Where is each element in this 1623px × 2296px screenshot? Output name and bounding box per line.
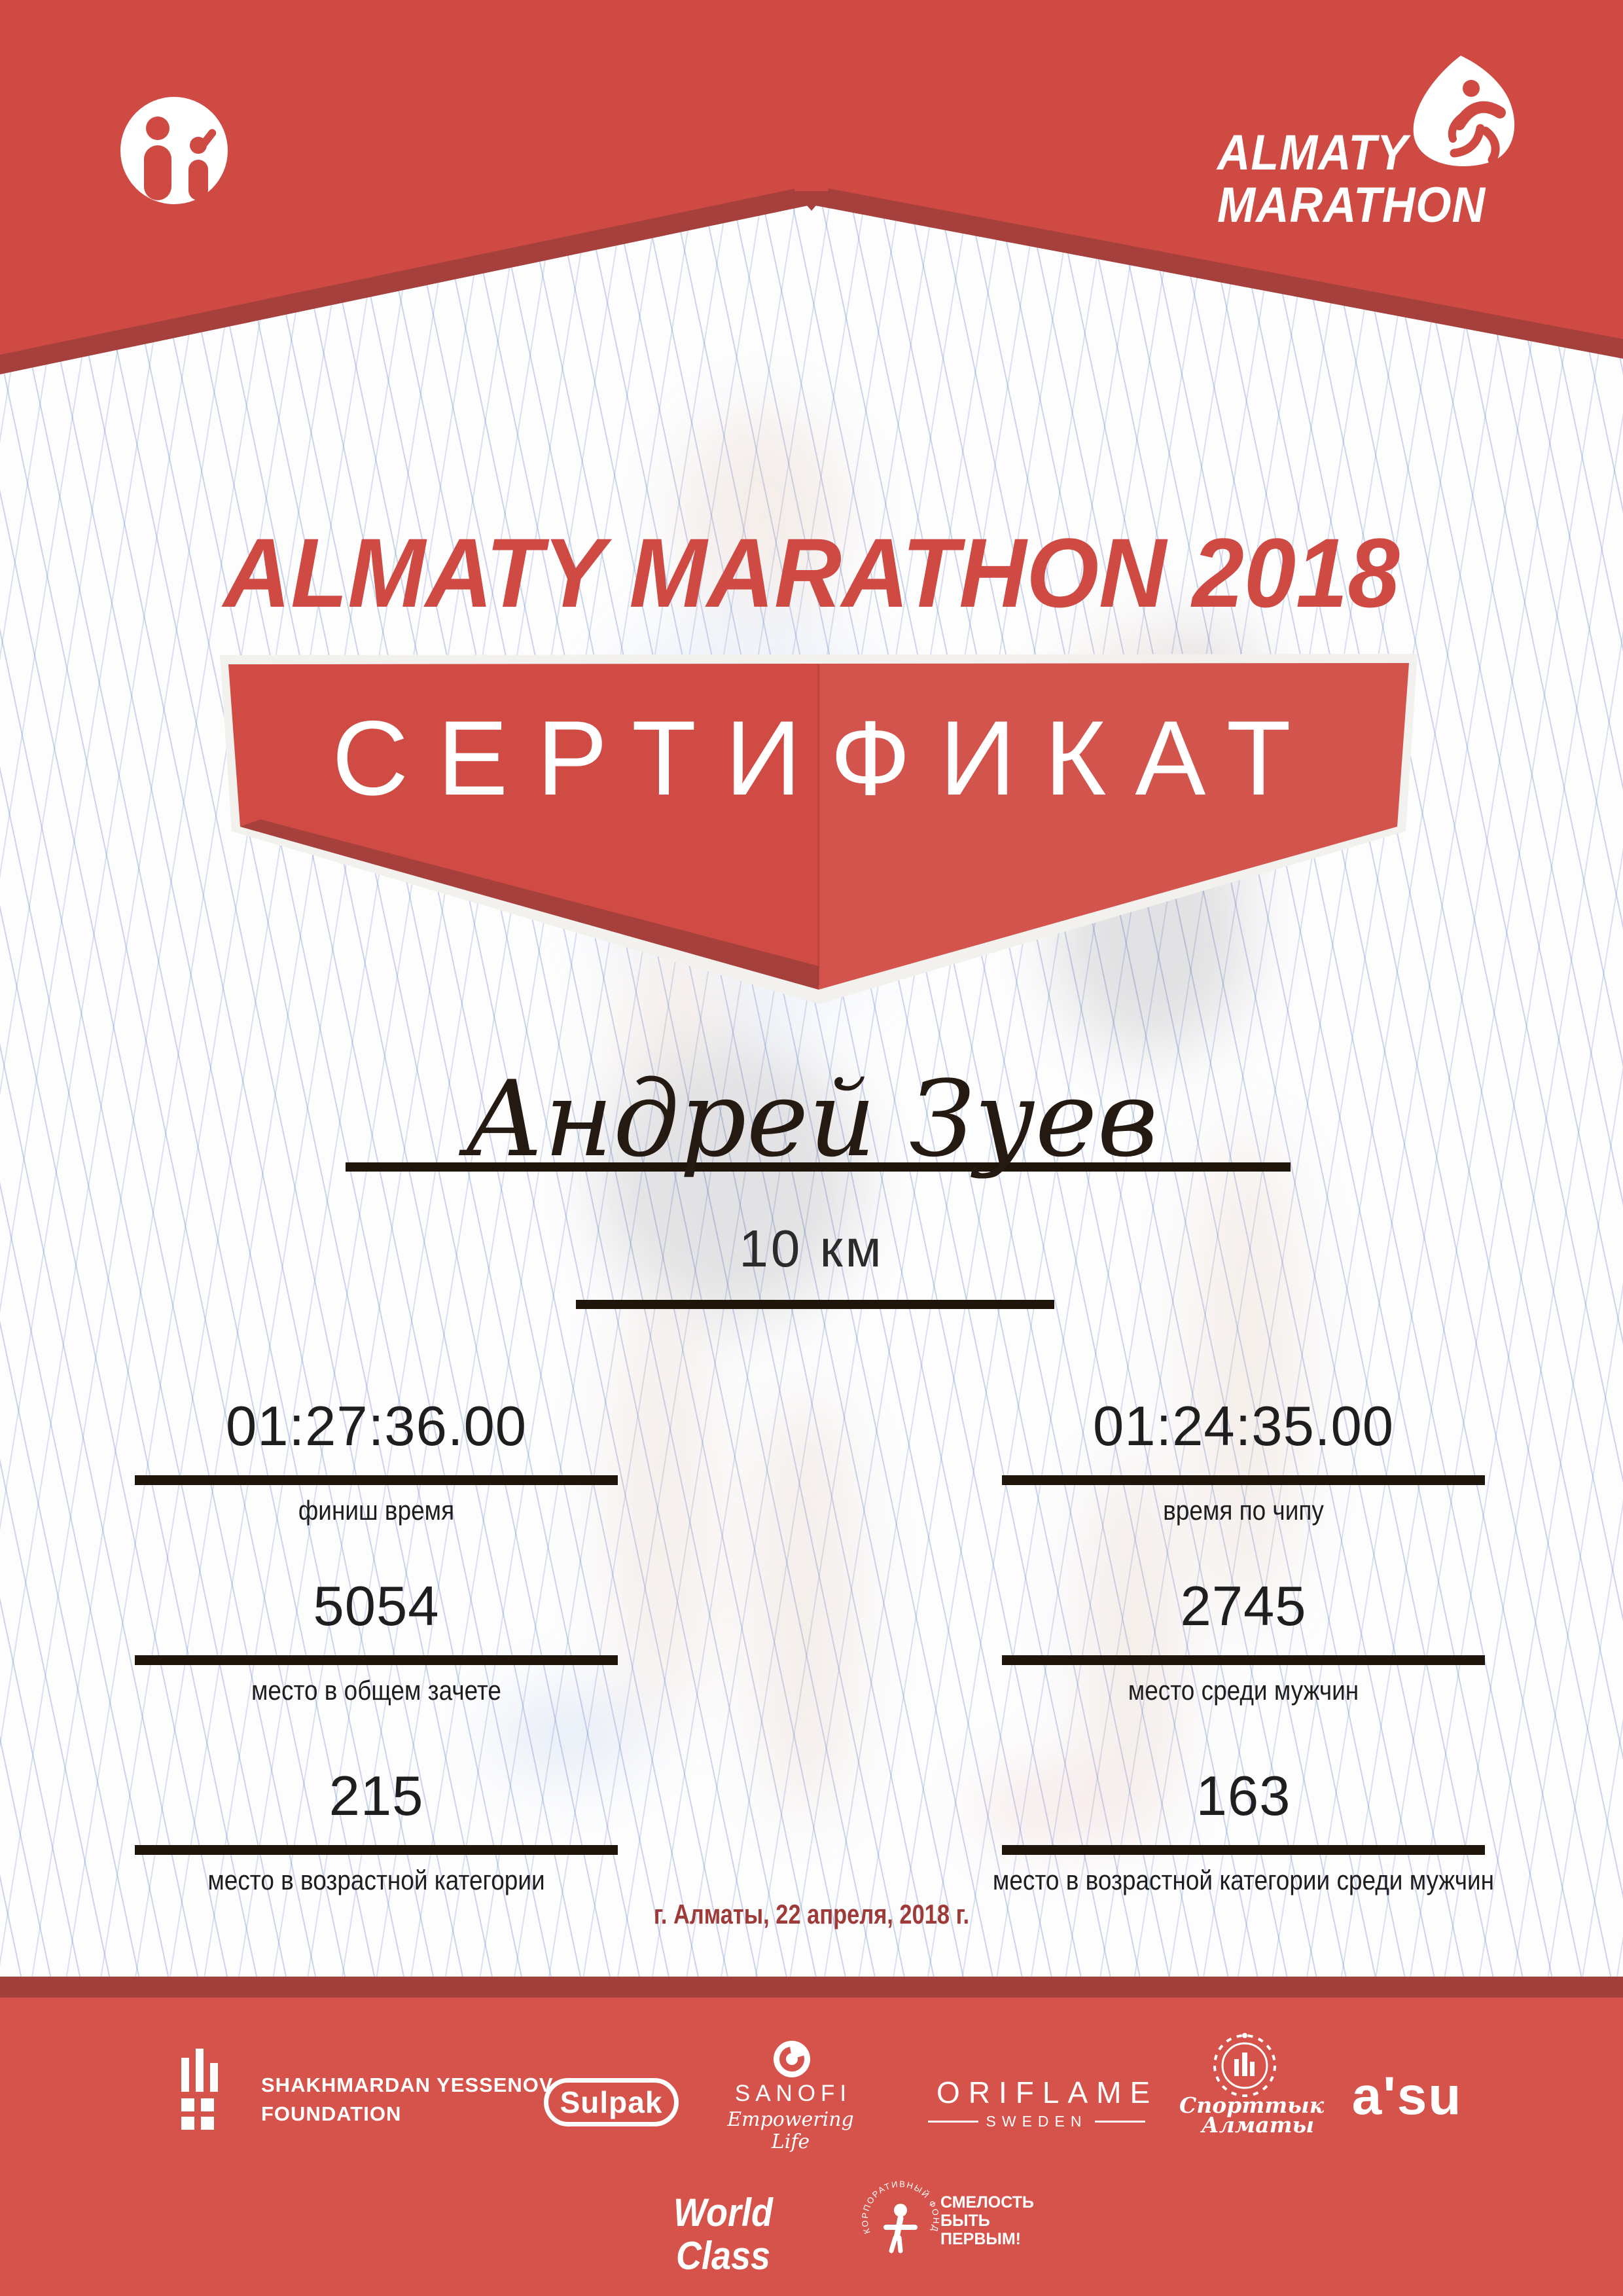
stat-value: 01:24:35.00 (1092, 1395, 1395, 1458)
stat-label: место среди мужчин (1128, 1675, 1359, 1706)
stat-label: финиш время (298, 1495, 455, 1526)
sanofi-logo-text: SANOFI (734, 2081, 852, 2106)
asu-logo: a'su (1351, 2066, 1463, 2126)
stat-place-among-men: 2745 место среди мужчин (949, 1574, 1538, 1706)
stat-age-category-men-place: 163 место в возрастной категории среди м… (949, 1764, 1538, 1895)
yessenov-foundation-name-line2: FOUNDATION (261, 2102, 402, 2125)
sportyk-almaty-emblem (1213, 2033, 1276, 2097)
sportyk-text-line1: Спорттык (1179, 2092, 1325, 2118)
stat-finish-time: 01:27:36.00 финиш время (82, 1394, 671, 1526)
stat-value: 5054 (313, 1575, 440, 1638)
almaty-marathon-logo-line1: ALMATY (1217, 125, 1408, 181)
stat-underline (1002, 1655, 1485, 1665)
stat-underline (135, 1845, 618, 1855)
sportyk-text-line2: Алматы (1201, 2112, 1315, 2138)
fond-emblem-icon: КОРПОРАТИВНЫЙ ФОНД (860, 2179, 940, 2253)
stat-underline (1002, 1475, 1485, 1485)
almaty-marathon-runner-icon (1413, 56, 1515, 167)
sulpak-logo: Sulpak (544, 2078, 679, 2126)
event-title: ALMATY MARATHON 2018 (223, 518, 1400, 628)
oriflame-rule-right (1095, 2121, 1146, 2123)
stat-label: время по чипу (1163, 1495, 1324, 1526)
stat-value: 2745 (1180, 1575, 1307, 1638)
participant-name: Андрей Зуев (465, 1058, 1158, 1180)
fond-motto-line1: СМЕЛОСТЬ (940, 2193, 1034, 2212)
oriflame-sweden-row: SWEDEN (928, 2113, 1146, 2130)
kaspi-logo-icon (120, 97, 228, 204)
stat-overall-place: 5054 место в общем зачете (82, 1574, 671, 1706)
header-banner (0, 0, 1623, 374)
fond-motto-line2: БЫТЬ (940, 2212, 990, 2230)
stat-underline (135, 1475, 618, 1485)
distance-underline (576, 1300, 1054, 1309)
footer-sponsor-band (0, 1998, 1623, 2296)
race-distance: 10 км (739, 1219, 884, 1278)
sanofi-tagline: Empowering Life (727, 2108, 854, 2153)
stat-chip-time: 01:24:35.00 время по чипу (949, 1394, 1538, 1526)
stat-underline (1002, 1845, 1485, 1855)
almaty-marathon-logo-line2: MARATHON (1217, 177, 1486, 233)
almaty-marathon-logo: ALMATY MARATHON (1198, 39, 1564, 236)
stat-value: 01:27:36.00 (225, 1395, 527, 1458)
stat-label: место в общем зачете (251, 1675, 501, 1706)
certificate-label: СЕРТИФИКАТ (332, 699, 1320, 817)
name-underline (346, 1162, 1291, 1172)
fond-motto-line3: ПЕРВЫМ! (940, 2230, 1021, 2248)
world-class-logo: World Class (673, 2191, 773, 2278)
oriflame-logo-text: ORIFLAME (936, 2075, 1159, 2109)
oriflame-rule-left (928, 2121, 978, 2123)
stat-label: место в возрастной категории среди мужчи… (992, 1865, 1495, 1895)
footer-dark-strip (0, 1977, 1623, 1998)
oriflame-sweden-text: SWEDEN (986, 2113, 1088, 2130)
stat-age-category-place: 215 место в возрастной категории (82, 1764, 671, 1895)
stat-value: 215 (329, 1765, 424, 1827)
stat-label: место в возрастной категории (207, 1865, 545, 1895)
event-date-location: г. Алматы, 22 апреля, 2018 г. (653, 1899, 970, 1929)
yessenov-foundation-icon (181, 2049, 224, 2130)
sanofi-icon (774, 2041, 810, 2077)
stat-value: 163 (1196, 1765, 1291, 1827)
yessenov-foundation-name-line1: SHAKHMARDAN YESSENOV (261, 2073, 554, 2096)
certificate-ribbon (220, 654, 1418, 1004)
stat-underline (135, 1655, 618, 1665)
